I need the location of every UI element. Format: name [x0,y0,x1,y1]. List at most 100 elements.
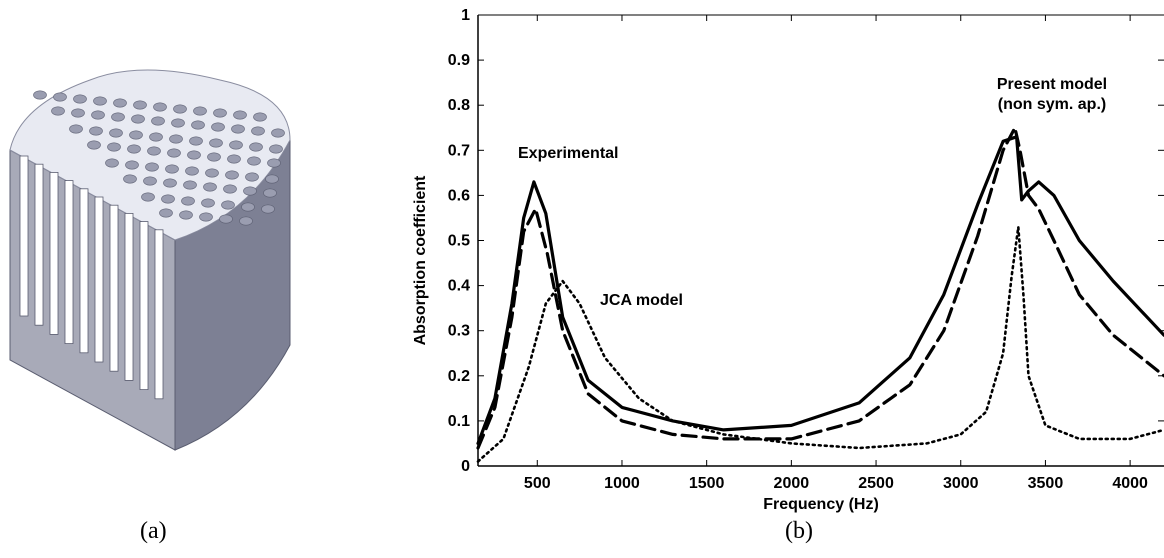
perforation-hole [263,188,277,198]
perforation-holes [33,90,285,226]
absorption-chart: 500 1000 1500 2000 2500 3000 3500 4000 0 0.1 0.2 0.… [412,7,1164,513]
y-tick-label: 0.1 [448,413,470,430]
caption-a: (a) [140,518,167,544]
perforation-hole [181,196,195,206]
perforation-hole [267,158,281,168]
perforation-hole [187,150,201,160]
x-tick-label: 2000 [774,475,810,492]
annotation-label: Experimental [518,145,618,162]
channel-slot [34,163,44,326]
channel-slot [139,221,149,391]
x-tick-label: 3500 [1028,475,1064,492]
perforation-hole [261,204,275,214]
perforation-hole [213,108,227,118]
perforation-hole [151,116,165,126]
perforation-hole [199,212,213,222]
perforation-hole [169,134,183,144]
perforation-hole [53,92,67,102]
perforation-hole [133,100,147,110]
annotation-label: JCA model [600,292,683,309]
perforation-hole [143,176,157,186]
y-tick-label: 0.4 [448,278,470,295]
perforation-hole [87,140,101,150]
channel-slot [94,196,104,363]
channel-slot [64,180,74,345]
perforation-hole [249,142,263,152]
perforation-hole [233,110,247,120]
panel-b: 500 1000 1500 2000 2500 3000 3500 4000 0 0.1 0.2 0.… [400,0,1164,553]
perforation-hole [183,180,197,190]
perforation-hole [269,144,283,154]
channel-slot [79,188,89,354]
x-tick-label: 3000 [943,475,979,492]
channel-slots [19,155,164,400]
annotation-label: (non sym. ap.) [998,96,1106,113]
perforation-hole [211,122,225,132]
series-line-dashed [476,126,1164,450]
panel-a: (a) [0,0,400,553]
y-tick-label: 0.3 [448,323,470,340]
perforation-hole [109,128,123,138]
perforation-hole [191,120,205,130]
series-line-solid [476,135,1164,445]
x-tick-label: 4000 [1112,475,1148,492]
perforation-hole [221,200,235,210]
x-axis-label: Frequency (Hz) [763,496,879,513]
perforation-hole [167,148,181,158]
perforation-hole [51,106,65,116]
perforation-hole [209,138,223,148]
perforation-hole [229,140,243,150]
x-tick-label: 500 [524,475,551,492]
y-tick-label: 0.8 [448,97,470,114]
perforation-hole [107,142,121,152]
y-tick-label: 0.2 [448,368,470,385]
chart-labels: Experimental JCA model Present model (non s… [518,76,1107,309]
y-tick-label: 1 [461,7,470,24]
y-tick-label: 0.7 [448,142,470,159]
perforation-hole [179,210,193,220]
perforation-hole [89,126,103,136]
perforation-hole [171,118,185,128]
perforation-hole [145,162,159,172]
perforated-cylinder-illustration [9,69,291,451]
channel-slot [109,204,119,372]
perforation-hole [193,106,207,116]
annotation-label: Present model [997,76,1107,93]
y-tick-label: 0.6 [448,187,470,204]
perforation-hole [251,126,265,136]
perforation-hole [185,166,199,176]
channel-slot [19,155,29,317]
perforation-hole [203,182,217,192]
perforation-hole [163,178,177,188]
channel-slot [124,212,134,381]
y-axis-label: Absorption coefficient [412,175,429,345]
perforation-hole [227,154,241,164]
perforation-hole [223,184,237,194]
perforation-hole [159,208,173,218]
y-tick-label: 0 [461,458,470,475]
perforation-hole [231,124,245,134]
perforation-hole [153,102,167,112]
perforation-hole [129,130,143,140]
perforation-hole [127,144,141,154]
series-layer [476,126,1164,463]
perforation-hole [125,160,139,170]
perforation-hole [245,172,259,182]
perforation-hole [265,174,279,184]
perforation-hole [239,216,253,226]
perforation-hole [73,94,87,104]
perforation-hole [113,98,127,108]
perforation-hole [91,110,105,120]
perforation-hole [271,128,285,138]
perforation-hole [69,124,83,134]
perforation-hole [147,146,161,156]
perforation-hole [173,104,187,114]
perforation-hole [161,194,175,204]
perforation-hole [165,164,179,174]
channel-slot [49,171,59,335]
series-line-dotted [476,225,1164,463]
perforation-hole [219,214,233,224]
chart-axes: 500 1000 1500 2000 2500 3000 3500 4000 0 0.1 0.2 0.… [412,7,1164,513]
perforation-hole [243,186,257,196]
y-tick-label: 0.9 [448,52,470,69]
